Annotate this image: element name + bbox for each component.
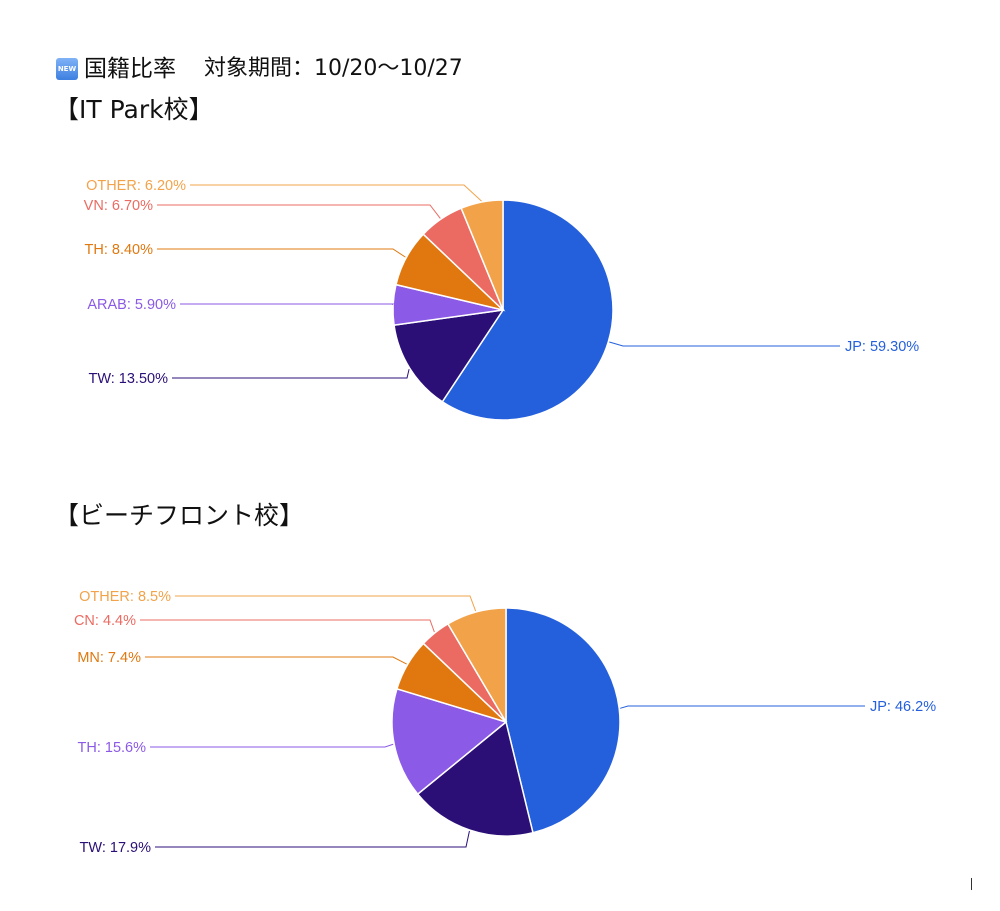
pie-slice-other xyxy=(460,199,504,311)
leader-line-jp xyxy=(609,341,840,347)
leader-line-tw xyxy=(172,369,410,379)
period-label: 対象期間：10/20〜10/27 xyxy=(204,56,463,81)
leader-line-vn xyxy=(157,204,441,219)
slice-label-th: TH: 15.6% xyxy=(78,740,147,756)
beachfront-chart-title: 【ビーチフロント校】 xyxy=(54,501,305,530)
pie-slice-tw xyxy=(393,309,505,403)
pie-slice-other xyxy=(446,607,507,725)
slice-label-th: TH: 8.40% xyxy=(85,242,154,258)
new-badge-icon: NEW xyxy=(56,58,78,80)
leader-line-jp xyxy=(620,705,865,709)
pie-slice-tw xyxy=(416,720,534,837)
slice-label-mn: MN: 7.4% xyxy=(77,650,141,666)
itpark-chart-title: 【IT Park校】 xyxy=(54,95,214,124)
leader-line-cn xyxy=(140,619,435,633)
slice-label-tw: TW: 13.50% xyxy=(88,371,168,387)
leader-line-arab xyxy=(180,303,395,306)
page-title: 国籍比率 xyxy=(84,56,176,82)
leader-line-other xyxy=(175,595,477,612)
beachfront-pie-chart: JP: 46.2% TW: 17.9% TH: 15.6% MN: 7.4% CN: 4… xyxy=(74,589,936,856)
slice-label-arab: ARAB: 5.90% xyxy=(87,297,176,313)
slice-label-jp: JP: 46.2% xyxy=(870,699,936,715)
text-cursor xyxy=(971,878,972,890)
leader-line-other xyxy=(190,184,482,202)
slice-label-tw: TW: 17.9% xyxy=(80,840,152,856)
pie-slice-jp xyxy=(441,199,614,421)
pie-slice-th xyxy=(391,687,508,796)
itpark-pie-chart: JP: 59.30% TW: 13.50% ARAB: 5.90% TH: 8.40%… xyxy=(84,178,919,421)
slice-label-other: OTHER: 8.5% xyxy=(79,589,171,605)
pie-slice-jp xyxy=(505,607,621,834)
slice-label-jp: JP: 59.30% xyxy=(845,339,919,355)
slice-label-cn: CN: 4.4% xyxy=(74,613,136,629)
slice-label-other: OTHER: 6.20% xyxy=(86,178,186,194)
page-header: NEW 国籍比率 対象期間：10/20〜10/27 xyxy=(56,54,463,84)
leader-line-mn xyxy=(145,656,407,665)
leader-line-th xyxy=(157,248,406,258)
leader-line-tw xyxy=(155,830,470,848)
leader-line-th xyxy=(150,743,394,748)
slice-label-vn: VN: 6.70% xyxy=(84,198,153,214)
